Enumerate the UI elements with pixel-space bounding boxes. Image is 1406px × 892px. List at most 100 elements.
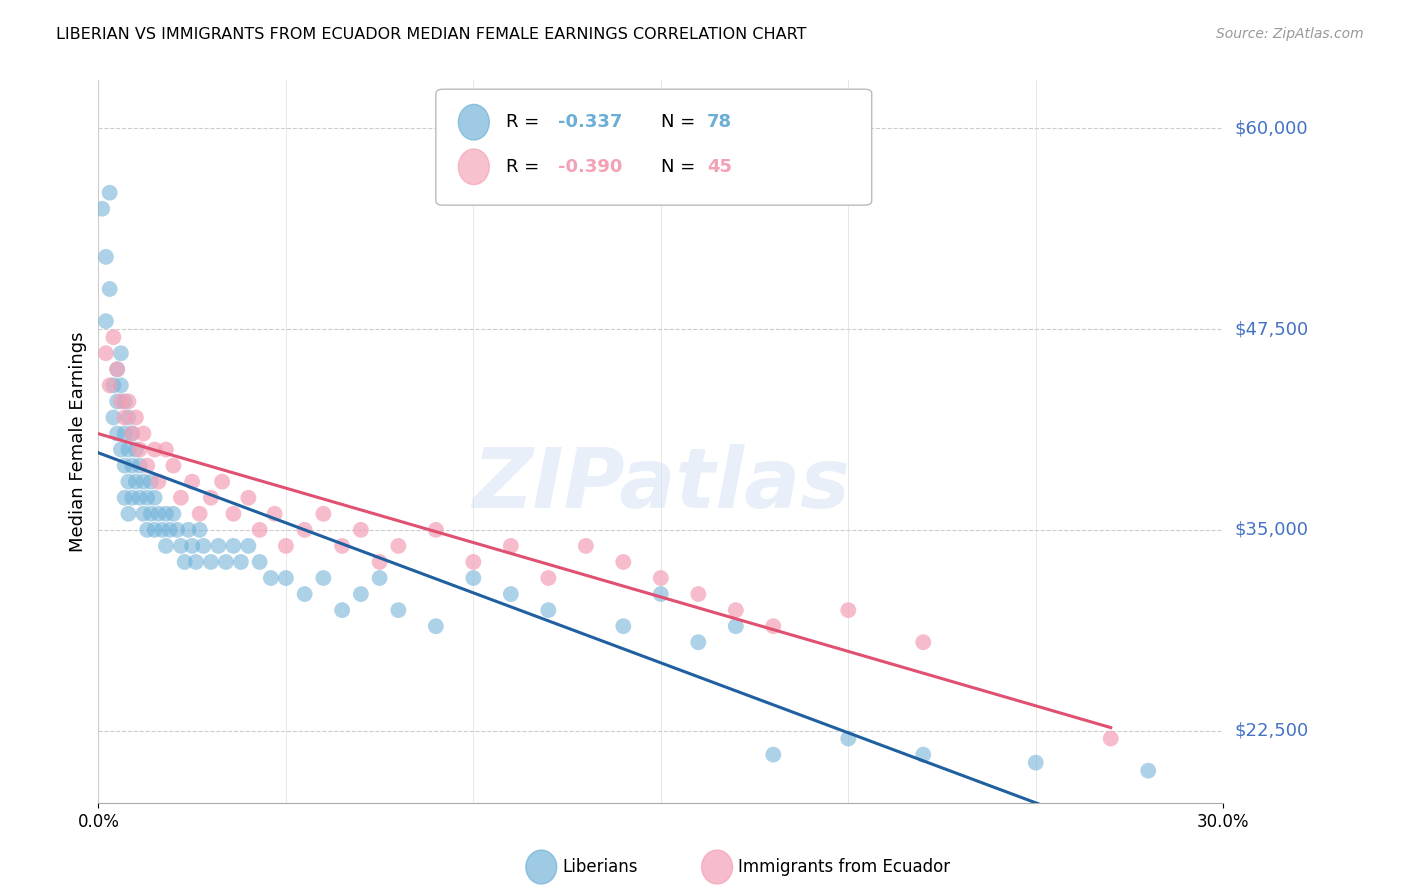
Point <box>181 539 204 553</box>
Point <box>762 747 785 762</box>
Point <box>612 555 634 569</box>
Point <box>425 523 447 537</box>
Point <box>537 603 560 617</box>
Point <box>143 491 166 505</box>
Point <box>463 571 485 585</box>
Point <box>103 330 125 344</box>
Point <box>912 747 935 762</box>
Text: N =: N = <box>661 158 700 176</box>
Point <box>249 555 271 569</box>
Point <box>184 555 207 569</box>
Text: $47,500: $47,500 <box>1234 320 1309 338</box>
Point <box>499 539 522 553</box>
Text: 45: 45 <box>707 158 733 176</box>
Text: ZIPatlas: ZIPatlas <box>472 444 849 525</box>
Point <box>688 635 710 649</box>
Text: Immigrants from Ecuador: Immigrants from Ecuador <box>738 858 950 876</box>
Text: $22,500: $22,500 <box>1234 722 1309 739</box>
Point <box>148 507 170 521</box>
Point <box>215 555 238 569</box>
Point <box>211 475 233 489</box>
Point <box>143 523 166 537</box>
Text: $60,000: $60,000 <box>1234 120 1308 137</box>
Point <box>724 619 747 633</box>
Point <box>229 555 252 569</box>
Point <box>312 571 335 585</box>
Point <box>94 314 117 328</box>
Point <box>128 458 150 473</box>
Point <box>132 426 155 441</box>
Point <box>98 282 121 296</box>
Point <box>188 507 211 521</box>
Point <box>121 426 143 441</box>
Point <box>350 587 373 601</box>
Point <box>150 523 173 537</box>
Point <box>837 731 859 746</box>
Point <box>222 507 245 521</box>
Point <box>238 539 260 553</box>
Point <box>387 603 409 617</box>
Point <box>105 362 128 376</box>
Point <box>136 491 159 505</box>
Point <box>207 539 229 553</box>
Point <box>166 523 188 537</box>
Point <box>575 539 598 553</box>
Point <box>200 555 222 569</box>
Point <box>117 507 139 521</box>
Point <box>98 378 121 392</box>
Point <box>274 571 297 585</box>
Point <box>155 507 177 521</box>
Point <box>105 362 128 376</box>
Point <box>537 571 560 585</box>
Point <box>312 507 335 521</box>
Point <box>128 491 150 505</box>
Point <box>162 507 184 521</box>
Point <box>121 458 143 473</box>
Point <box>114 491 136 505</box>
Point <box>294 523 316 537</box>
Point <box>170 491 193 505</box>
Point <box>91 202 114 216</box>
Point <box>762 619 785 633</box>
Point <box>139 507 162 521</box>
Point <box>177 523 200 537</box>
Point <box>499 587 522 601</box>
Point <box>260 571 283 585</box>
Point <box>125 410 148 425</box>
Point <box>117 475 139 489</box>
Text: Source: ZipAtlas.com: Source: ZipAtlas.com <box>1216 27 1364 41</box>
Point <box>94 346 117 360</box>
Point <box>330 539 353 553</box>
Point <box>188 523 211 537</box>
Point <box>837 603 859 617</box>
Point <box>688 587 710 601</box>
Point <box>1137 764 1160 778</box>
Point <box>463 555 485 569</box>
Point <box>94 250 117 264</box>
Text: R =: R = <box>506 158 546 176</box>
Point <box>110 346 132 360</box>
Point <box>294 587 316 601</box>
Point <box>173 555 195 569</box>
Point <box>110 378 132 392</box>
Point <box>110 442 132 457</box>
Point <box>136 523 159 537</box>
Point <box>274 539 297 553</box>
Point <box>368 571 391 585</box>
Point <box>117 410 139 425</box>
Point <box>612 619 634 633</box>
Text: -0.390: -0.390 <box>558 158 623 176</box>
Point <box>121 426 143 441</box>
Point <box>162 458 184 473</box>
Point <box>105 426 128 441</box>
Point <box>650 571 672 585</box>
Point <box>105 394 128 409</box>
Point <box>125 475 148 489</box>
Text: 78: 78 <box>707 113 733 131</box>
Point <box>155 442 177 457</box>
Point <box>98 186 121 200</box>
Point <box>193 539 215 553</box>
Text: N =: N = <box>661 113 700 131</box>
Point <box>117 442 139 457</box>
Point <box>181 475 204 489</box>
